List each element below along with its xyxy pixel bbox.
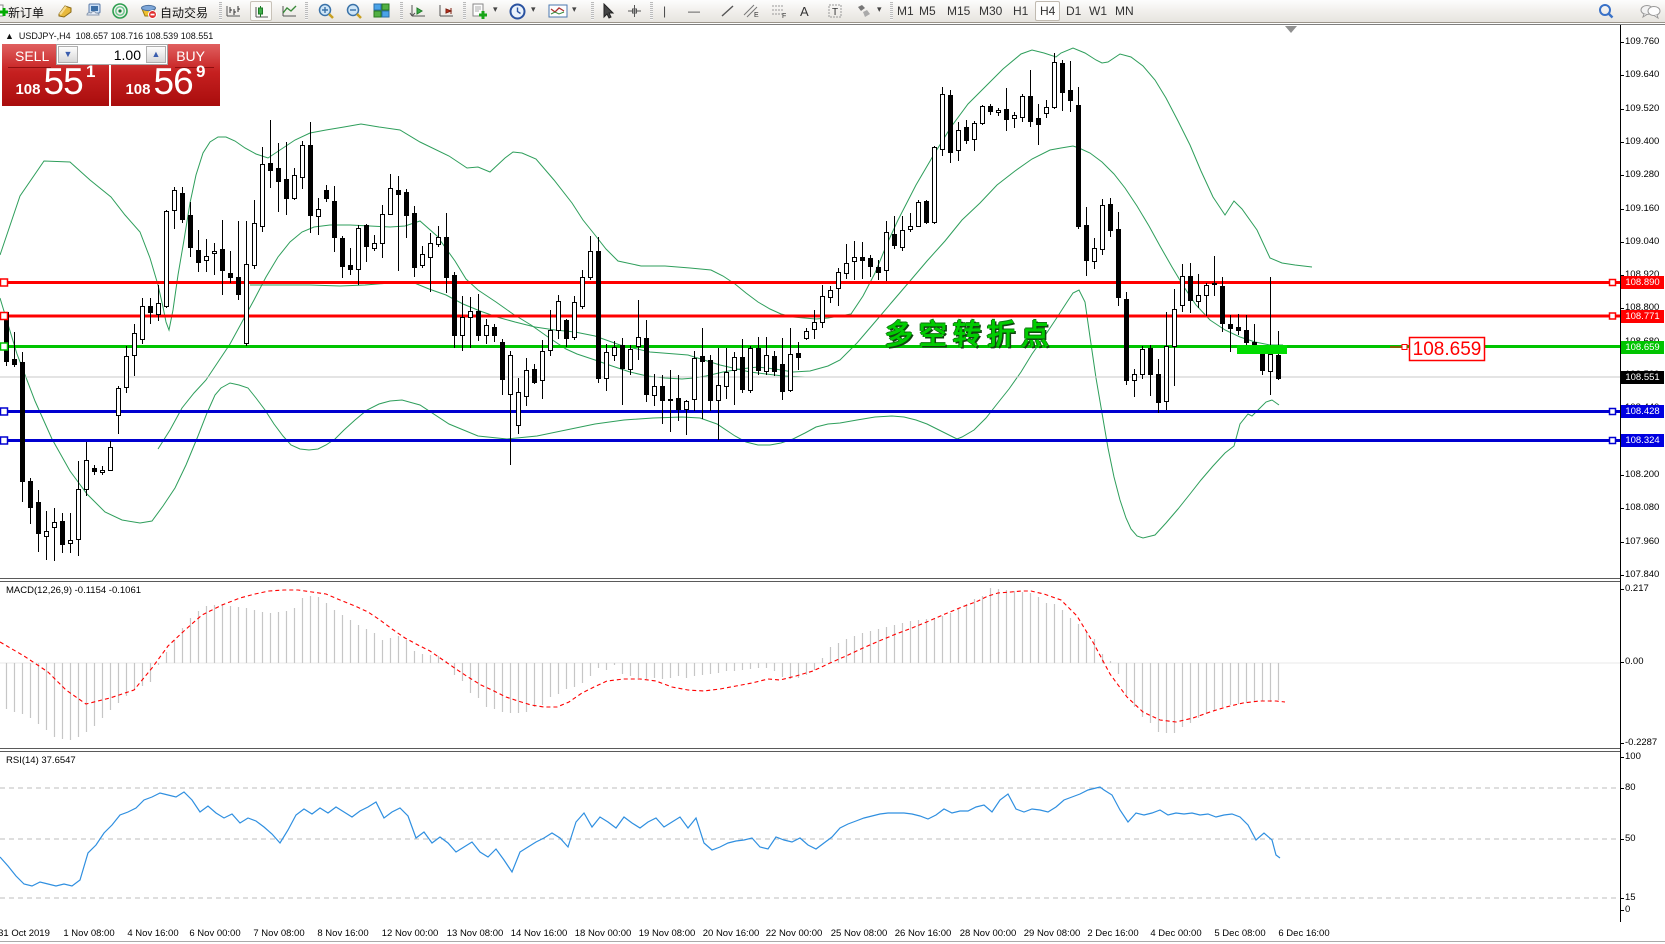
svg-text:E: E (754, 12, 759, 19)
svg-text:108.659: 108.659 (1413, 339, 1482, 360)
svg-text:F: F (782, 13, 786, 19)
svg-text:T: T (832, 7, 838, 18)
